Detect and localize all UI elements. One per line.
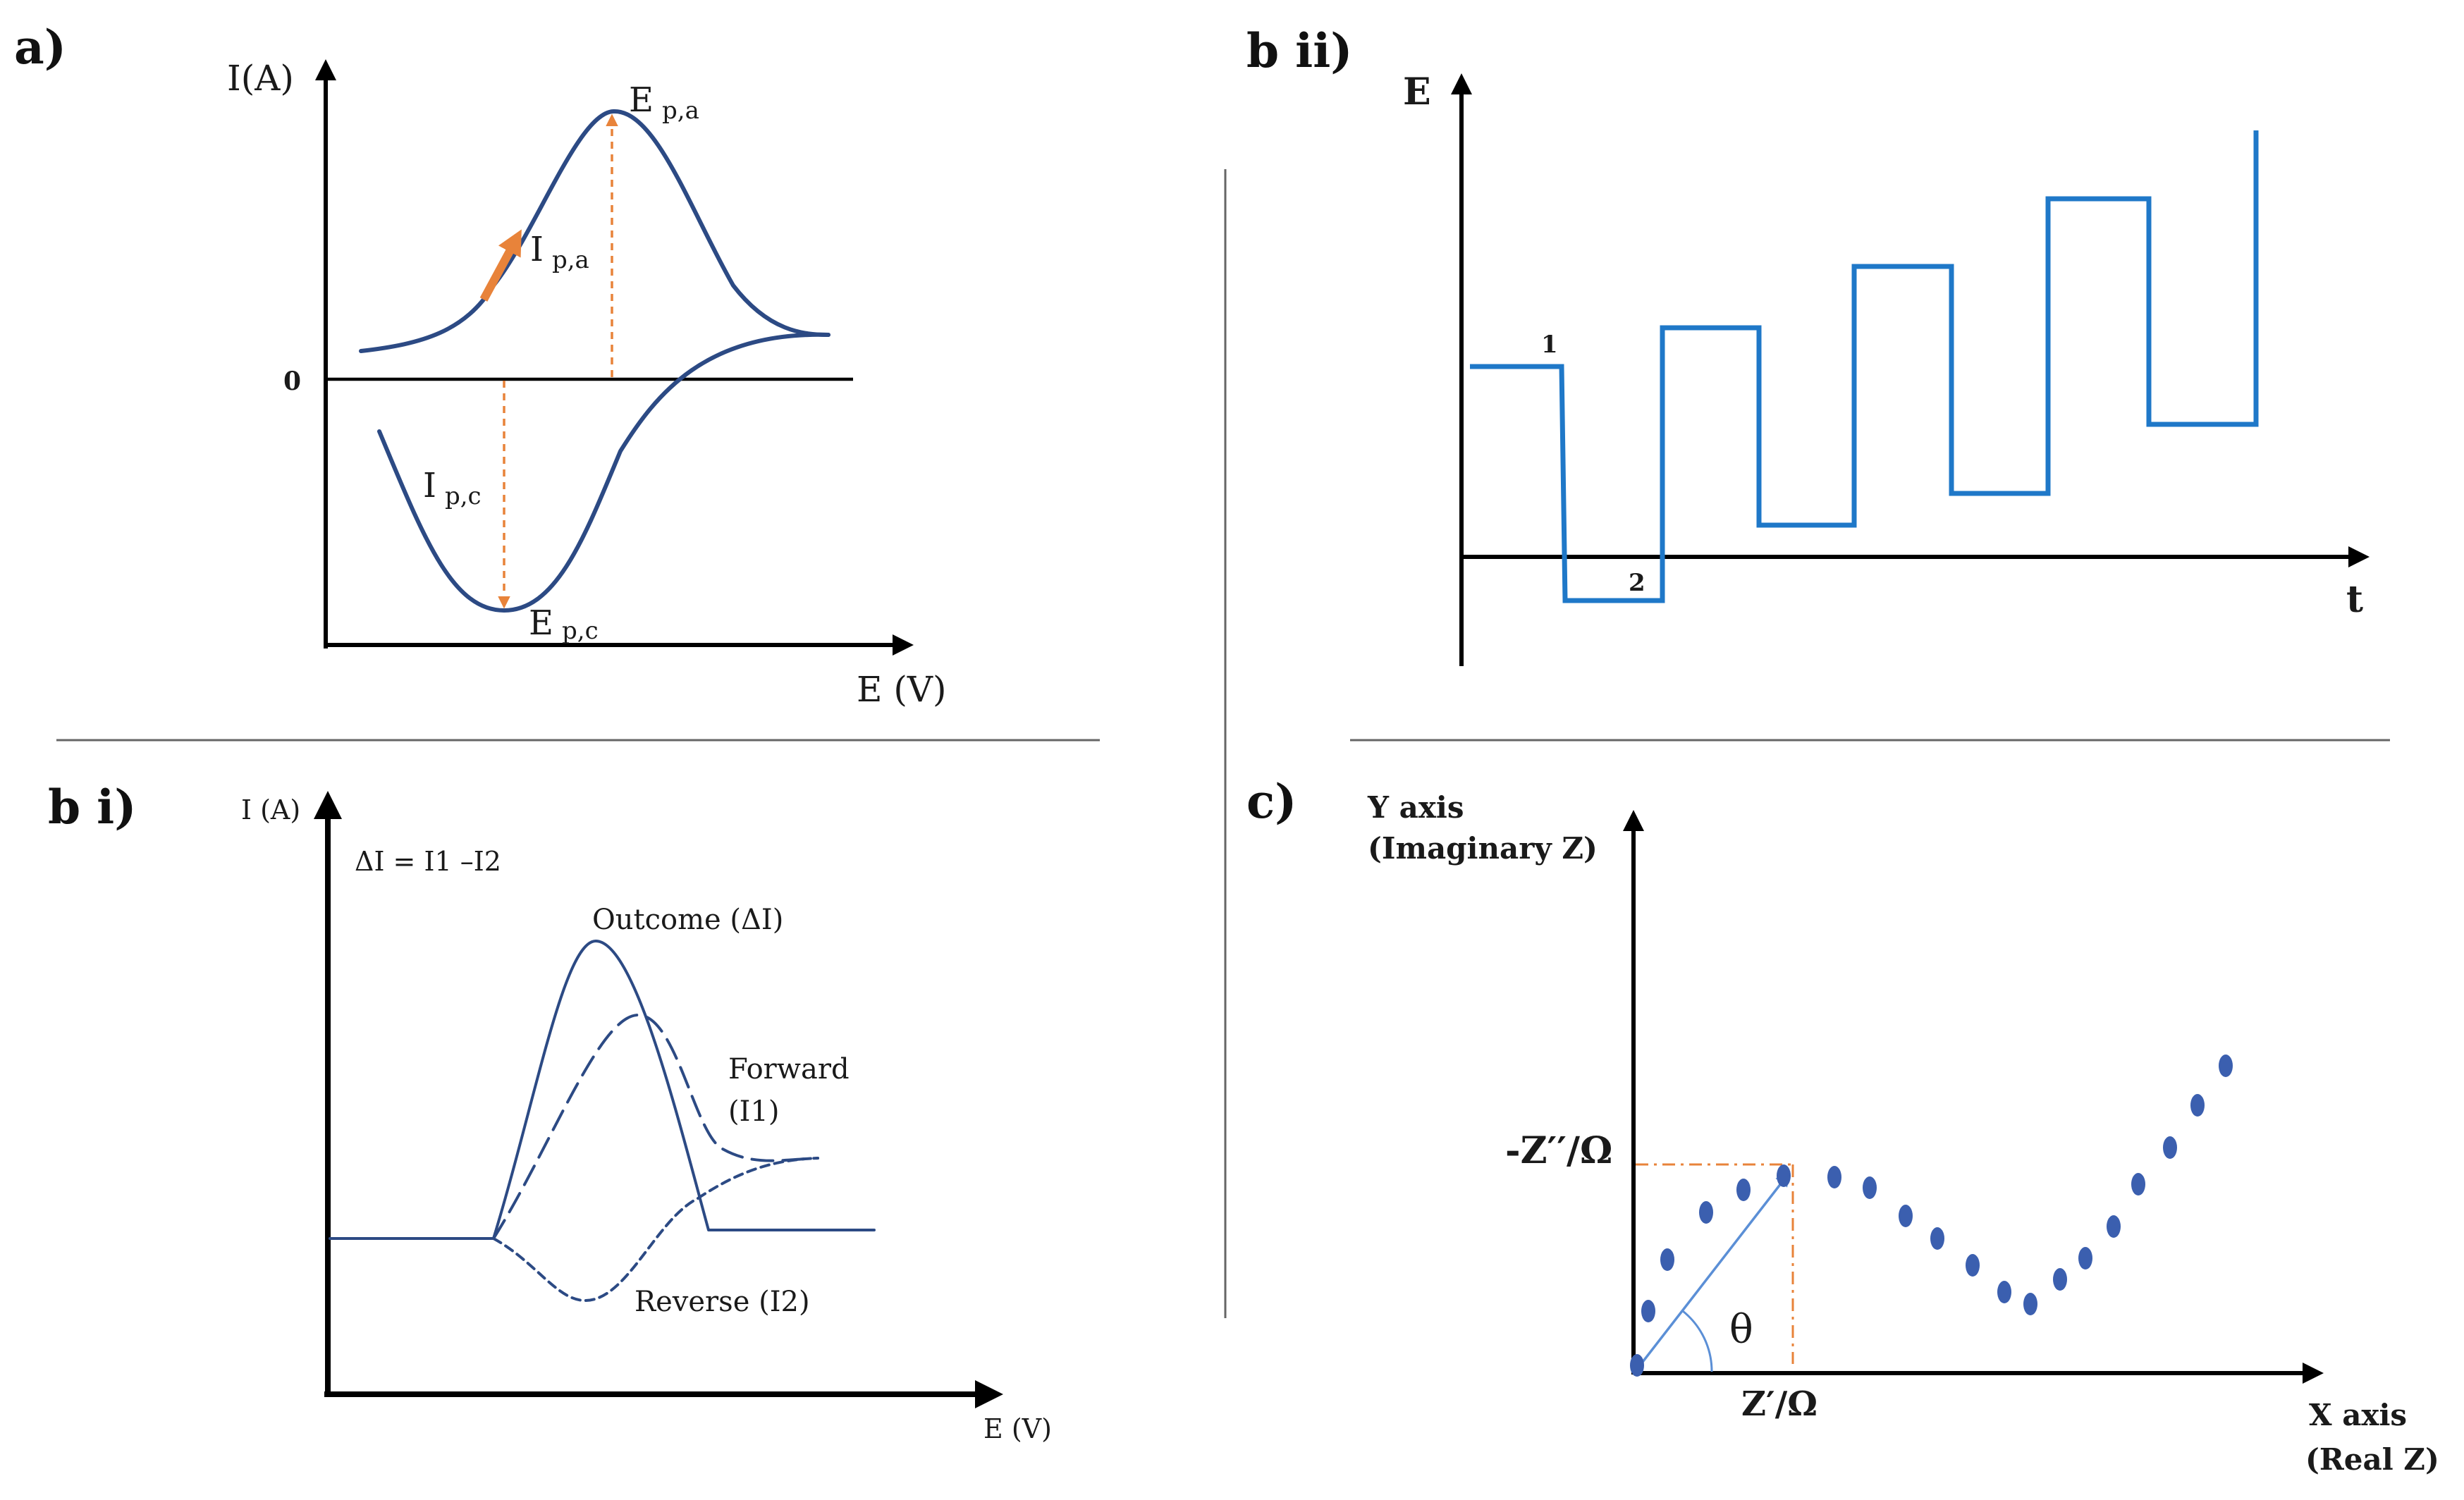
imag-label: -Z′′/Ω <box>1505 1129 1612 1172</box>
nyquist-point <box>2190 1094 2205 1117</box>
outcome-curve <box>329 940 876 1240</box>
forward-label-line1: Forward <box>728 1053 850 1086</box>
panel-b-ii-label: b ii) <box>1246 23 1353 78</box>
panel-b-i-label: b i) <box>48 780 136 835</box>
nyquist-point <box>1736 1179 1751 1201</box>
cv-x-axis-label: E (V) <box>857 669 947 710</box>
outcome-label: Outcome (ΔI) <box>592 904 783 936</box>
nyquist-point <box>2131 1173 2145 1195</box>
nyquist-point <box>1930 1227 1944 1250</box>
panel-b-ii-square-wave: b ii) E t 1 2 <box>1246 23 2370 666</box>
nyquist-y-axis-label-line1: Y axis <box>1367 790 1464 825</box>
nyquist-point <box>1641 1300 1655 1322</box>
nyquist-point <box>2107 1215 2121 1238</box>
nyquist-point <box>1699 1201 1713 1224</box>
sw-y-axis-label: E <box>1403 70 1431 113</box>
nyquist-point <box>1777 1164 1791 1187</box>
sw-x-axis-label: t <box>2346 578 2363 621</box>
nyquist-y-axis-label-line2: (Imaginary Z) <box>1368 831 1598 866</box>
nyquist-point <box>2219 1055 2233 1077</box>
panel-a-label: a) <box>14 20 66 75</box>
nyquist-point <box>2053 1268 2067 1291</box>
nyquist-x-axis-label-line1: X axis <box>2309 1398 2407 1432</box>
panel-b-i-swv-response: b i) I (A) E (V) ΔI = I1 –I2 Outcome (ΔI… <box>48 780 1052 1444</box>
real-label: Z′/Ω <box>1741 1384 1818 1424</box>
cv-anodic-curve <box>359 109 830 353</box>
theta-label: θ <box>1729 1307 1753 1353</box>
nyquist-point <box>1660 1248 1674 1271</box>
nyquist-point <box>1899 1205 1913 1227</box>
reverse-label: Reverse (I2) <box>635 1286 810 1318</box>
nyquist-x-axis-label-line2: (Real Z) <box>2305 1442 2439 1477</box>
swv-x-axis-label: E (V) <box>983 1413 1052 1444</box>
nyquist-point <box>1997 1281 2011 1303</box>
square-wave-signal <box>1470 130 2259 603</box>
nyquist-point <box>1827 1166 1841 1188</box>
forward-curve <box>492 1014 819 1240</box>
forward-label-line2: (I1) <box>728 1095 779 1128</box>
nyquist-point <box>2023 1293 2037 1315</box>
sw-point-2-label: 2 <box>1629 569 1645 597</box>
slope-tangent-arrow <box>479 229 522 302</box>
impedance-vector <box>1634 1171 1791 1372</box>
nyquist-point <box>2078 1247 2092 1270</box>
cv-y-axis-label: I(A) <box>227 58 294 99</box>
nyquist-points <box>1630 1055 2233 1377</box>
swv-y-axis-label: I (A) <box>241 794 300 825</box>
nyquist-point <box>1630 1354 1644 1377</box>
nyquist-point <box>1966 1254 1980 1277</box>
cv-zero-label: 0 <box>283 367 301 396</box>
theta-angle-arc <box>1682 1310 1713 1372</box>
cv-cathodic-curve <box>377 332 830 613</box>
nyquist-point <box>1863 1176 1877 1199</box>
swv-equation: ΔI = I1 –I2 <box>355 846 501 877</box>
sw-point-1-label: 1 <box>1541 331 1558 359</box>
panel-c-nyquist-plot: c) Y axis (Imaginary Z) X axis (Real Z) … <box>1246 774 2439 1477</box>
nyquist-point <box>2163 1136 2177 1159</box>
reverse-curve <box>492 1157 819 1302</box>
panel-c-label: c) <box>1246 774 1297 829</box>
